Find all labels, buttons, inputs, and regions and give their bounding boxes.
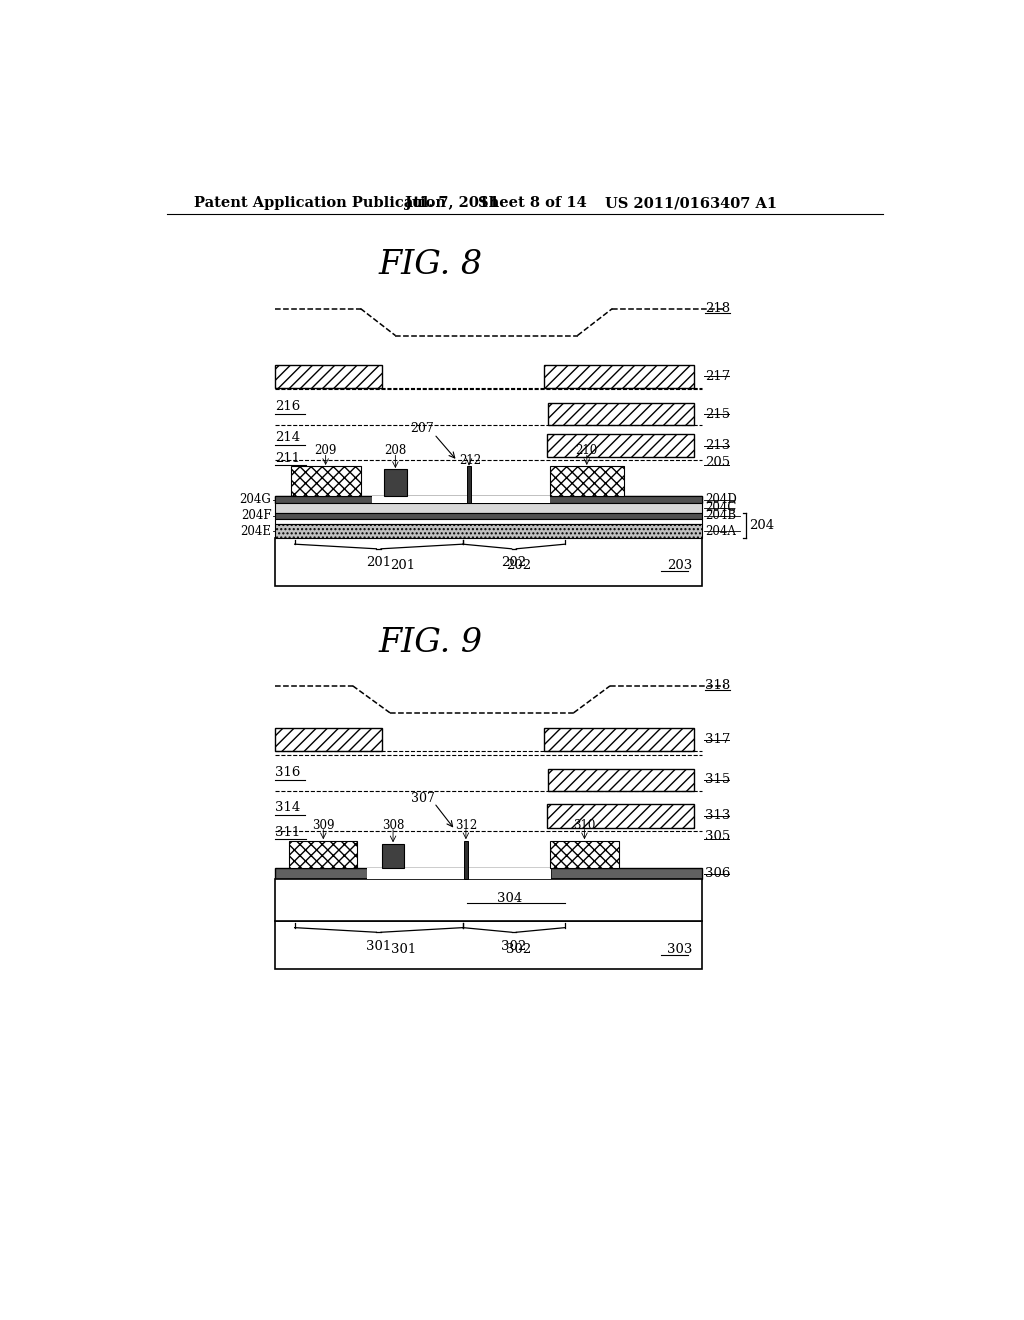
Text: 202: 202 — [502, 557, 526, 569]
Bar — [548, 404, 693, 425]
Text: FIG. 8: FIG. 8 — [378, 248, 482, 281]
Text: 212: 212 — [459, 454, 481, 467]
Bar — [367, 869, 551, 879]
Text: 315: 315 — [706, 774, 731, 787]
Bar — [547, 434, 693, 457]
Text: 204G: 204G — [240, 492, 271, 506]
Text: 309: 309 — [312, 818, 335, 832]
Text: 207: 207 — [411, 422, 434, 436]
Text: 306: 306 — [706, 867, 731, 880]
Text: 310: 310 — [573, 818, 596, 832]
Text: 302: 302 — [502, 940, 526, 953]
Text: 217: 217 — [706, 370, 731, 383]
Text: 203: 203 — [668, 560, 692, 573]
Text: Sheet 8 of 14: Sheet 8 of 14 — [478, 197, 587, 210]
Text: 201: 201 — [390, 560, 416, 573]
Text: Jul. 7, 2011: Jul. 7, 2011 — [406, 197, 500, 210]
Bar — [289, 841, 357, 869]
Bar — [550, 466, 624, 496]
Text: FIG. 9: FIG. 9 — [378, 627, 482, 660]
Text: 216: 216 — [275, 400, 300, 413]
Bar — [275, 539, 701, 586]
Bar — [464, 841, 468, 879]
Bar — [275, 496, 701, 503]
Text: 215: 215 — [706, 408, 730, 421]
Text: 301: 301 — [367, 940, 391, 953]
Bar — [275, 921, 701, 969]
Text: 303: 303 — [667, 942, 692, 956]
Text: 204F: 204F — [241, 510, 271, 523]
Text: 204: 204 — [750, 519, 775, 532]
Text: 209: 209 — [314, 445, 337, 458]
Bar — [275, 524, 701, 539]
Text: 314: 314 — [275, 801, 300, 814]
Bar — [291, 466, 360, 496]
Text: 301: 301 — [390, 942, 416, 956]
Text: 318: 318 — [706, 680, 731, 693]
Bar — [275, 519, 701, 524]
Bar — [544, 729, 693, 751]
Bar — [275, 513, 701, 519]
Text: 302: 302 — [506, 942, 530, 956]
Text: 211: 211 — [275, 453, 300, 465]
Text: 210: 210 — [575, 445, 598, 458]
Bar — [275, 869, 701, 879]
Text: 202: 202 — [506, 560, 530, 573]
Text: 317: 317 — [706, 733, 731, 746]
Text: 201: 201 — [367, 557, 391, 569]
Text: 218: 218 — [706, 302, 730, 315]
Bar — [550, 841, 618, 869]
Bar — [548, 770, 693, 791]
Bar — [372, 496, 550, 503]
Text: 204B: 204B — [706, 510, 736, 523]
Text: 308: 308 — [382, 818, 404, 832]
Bar — [372, 496, 547, 503]
Text: 214: 214 — [275, 430, 300, 444]
Text: 313: 313 — [706, 809, 731, 822]
Text: Patent Application Publication: Patent Application Publication — [194, 197, 445, 210]
Bar — [275, 503, 701, 513]
Text: 205: 205 — [706, 455, 730, 469]
Bar — [467, 466, 471, 503]
Bar — [544, 364, 693, 388]
Bar — [275, 729, 382, 751]
Text: 307: 307 — [411, 792, 434, 805]
Text: 304: 304 — [497, 892, 522, 904]
Text: 312: 312 — [456, 818, 478, 832]
Bar — [384, 470, 407, 496]
Text: 316: 316 — [275, 766, 301, 779]
Text: 204A: 204A — [706, 524, 736, 537]
Text: 311: 311 — [275, 826, 300, 840]
Bar — [275, 879, 701, 921]
Text: US 2011/0163407 A1: US 2011/0163407 A1 — [604, 197, 777, 210]
Bar — [275, 364, 382, 388]
Text: 204D: 204D — [706, 492, 737, 506]
Text: 208: 208 — [384, 445, 407, 458]
Bar — [547, 804, 693, 828]
Bar — [382, 843, 403, 869]
Text: 305: 305 — [706, 830, 731, 843]
Text: 213: 213 — [706, 440, 731, 453]
Text: 204E: 204E — [241, 524, 271, 537]
Bar — [275, 496, 701, 503]
Text: 204C: 204C — [706, 502, 736, 515]
